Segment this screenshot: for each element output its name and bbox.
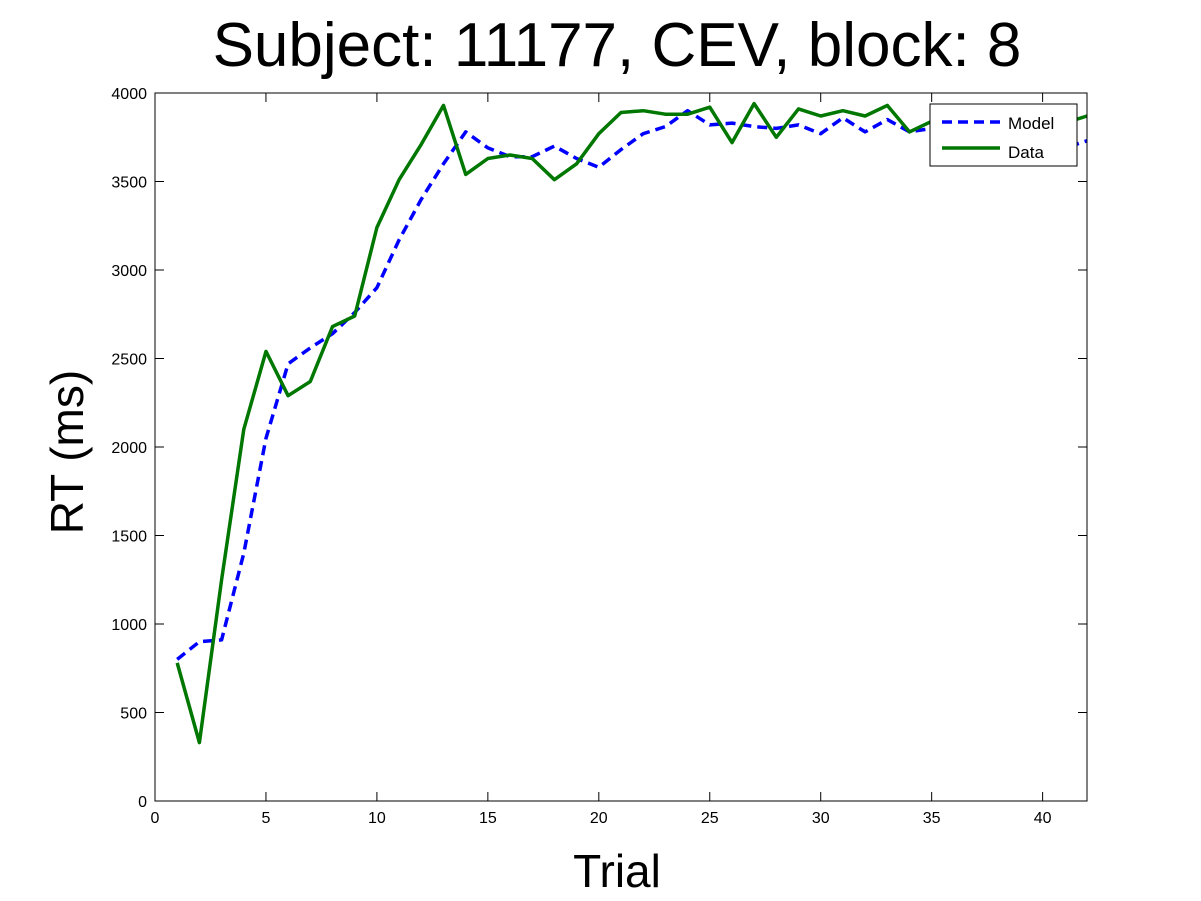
series-line-data: [175, 101, 1088, 745]
x-tick-label: 10: [368, 810, 386, 827]
legend-label-data: Data: [1008, 143, 1044, 162]
x-tick-label: 40: [1034, 810, 1052, 827]
legend-box: [929, 103, 1078, 167]
x-tick-label: 5: [261, 810, 270, 827]
chart-title: Subject: 11177, CEV, block: 8: [213, 11, 1022, 80]
y-axis-label: RT (ms): [41, 370, 93, 534]
y-tick-label: 1500: [111, 529, 147, 546]
x-tick-label: 20: [590, 810, 608, 827]
y-tick-label: 3000: [111, 263, 147, 280]
y-tick-label: 1000: [111, 617, 147, 634]
x-tick-label: 0: [151, 810, 160, 827]
y-tick-label: 0: [138, 794, 147, 811]
legend: Model Data: [929, 103, 1078, 167]
plot-lines: [175, 101, 1088, 745]
legend-label-model: Model: [1008, 114, 1054, 133]
y-tick-label: 2500: [111, 352, 147, 369]
y-tick-label: 2000: [111, 440, 147, 457]
ticks: 0 5 10 15 20 25 30 35 40 0 500 1000 1500 2000 2500 3000…: [111, 86, 1087, 827]
x-axis-label: Trial: [573, 845, 661, 897]
y-tick-label: 4000: [111, 86, 147, 103]
x-tick-label: 30: [812, 810, 830, 827]
y-tick-label: 500: [120, 706, 147, 723]
x-tick-label: 25: [701, 810, 719, 827]
plot-frame: [154, 92, 1088, 802]
x-tick-label: 35: [923, 810, 941, 827]
x-tick-label: 15: [479, 810, 497, 827]
series-line-model: [176, 108, 1088, 661]
y-tick-label: 3500: [111, 175, 147, 192]
